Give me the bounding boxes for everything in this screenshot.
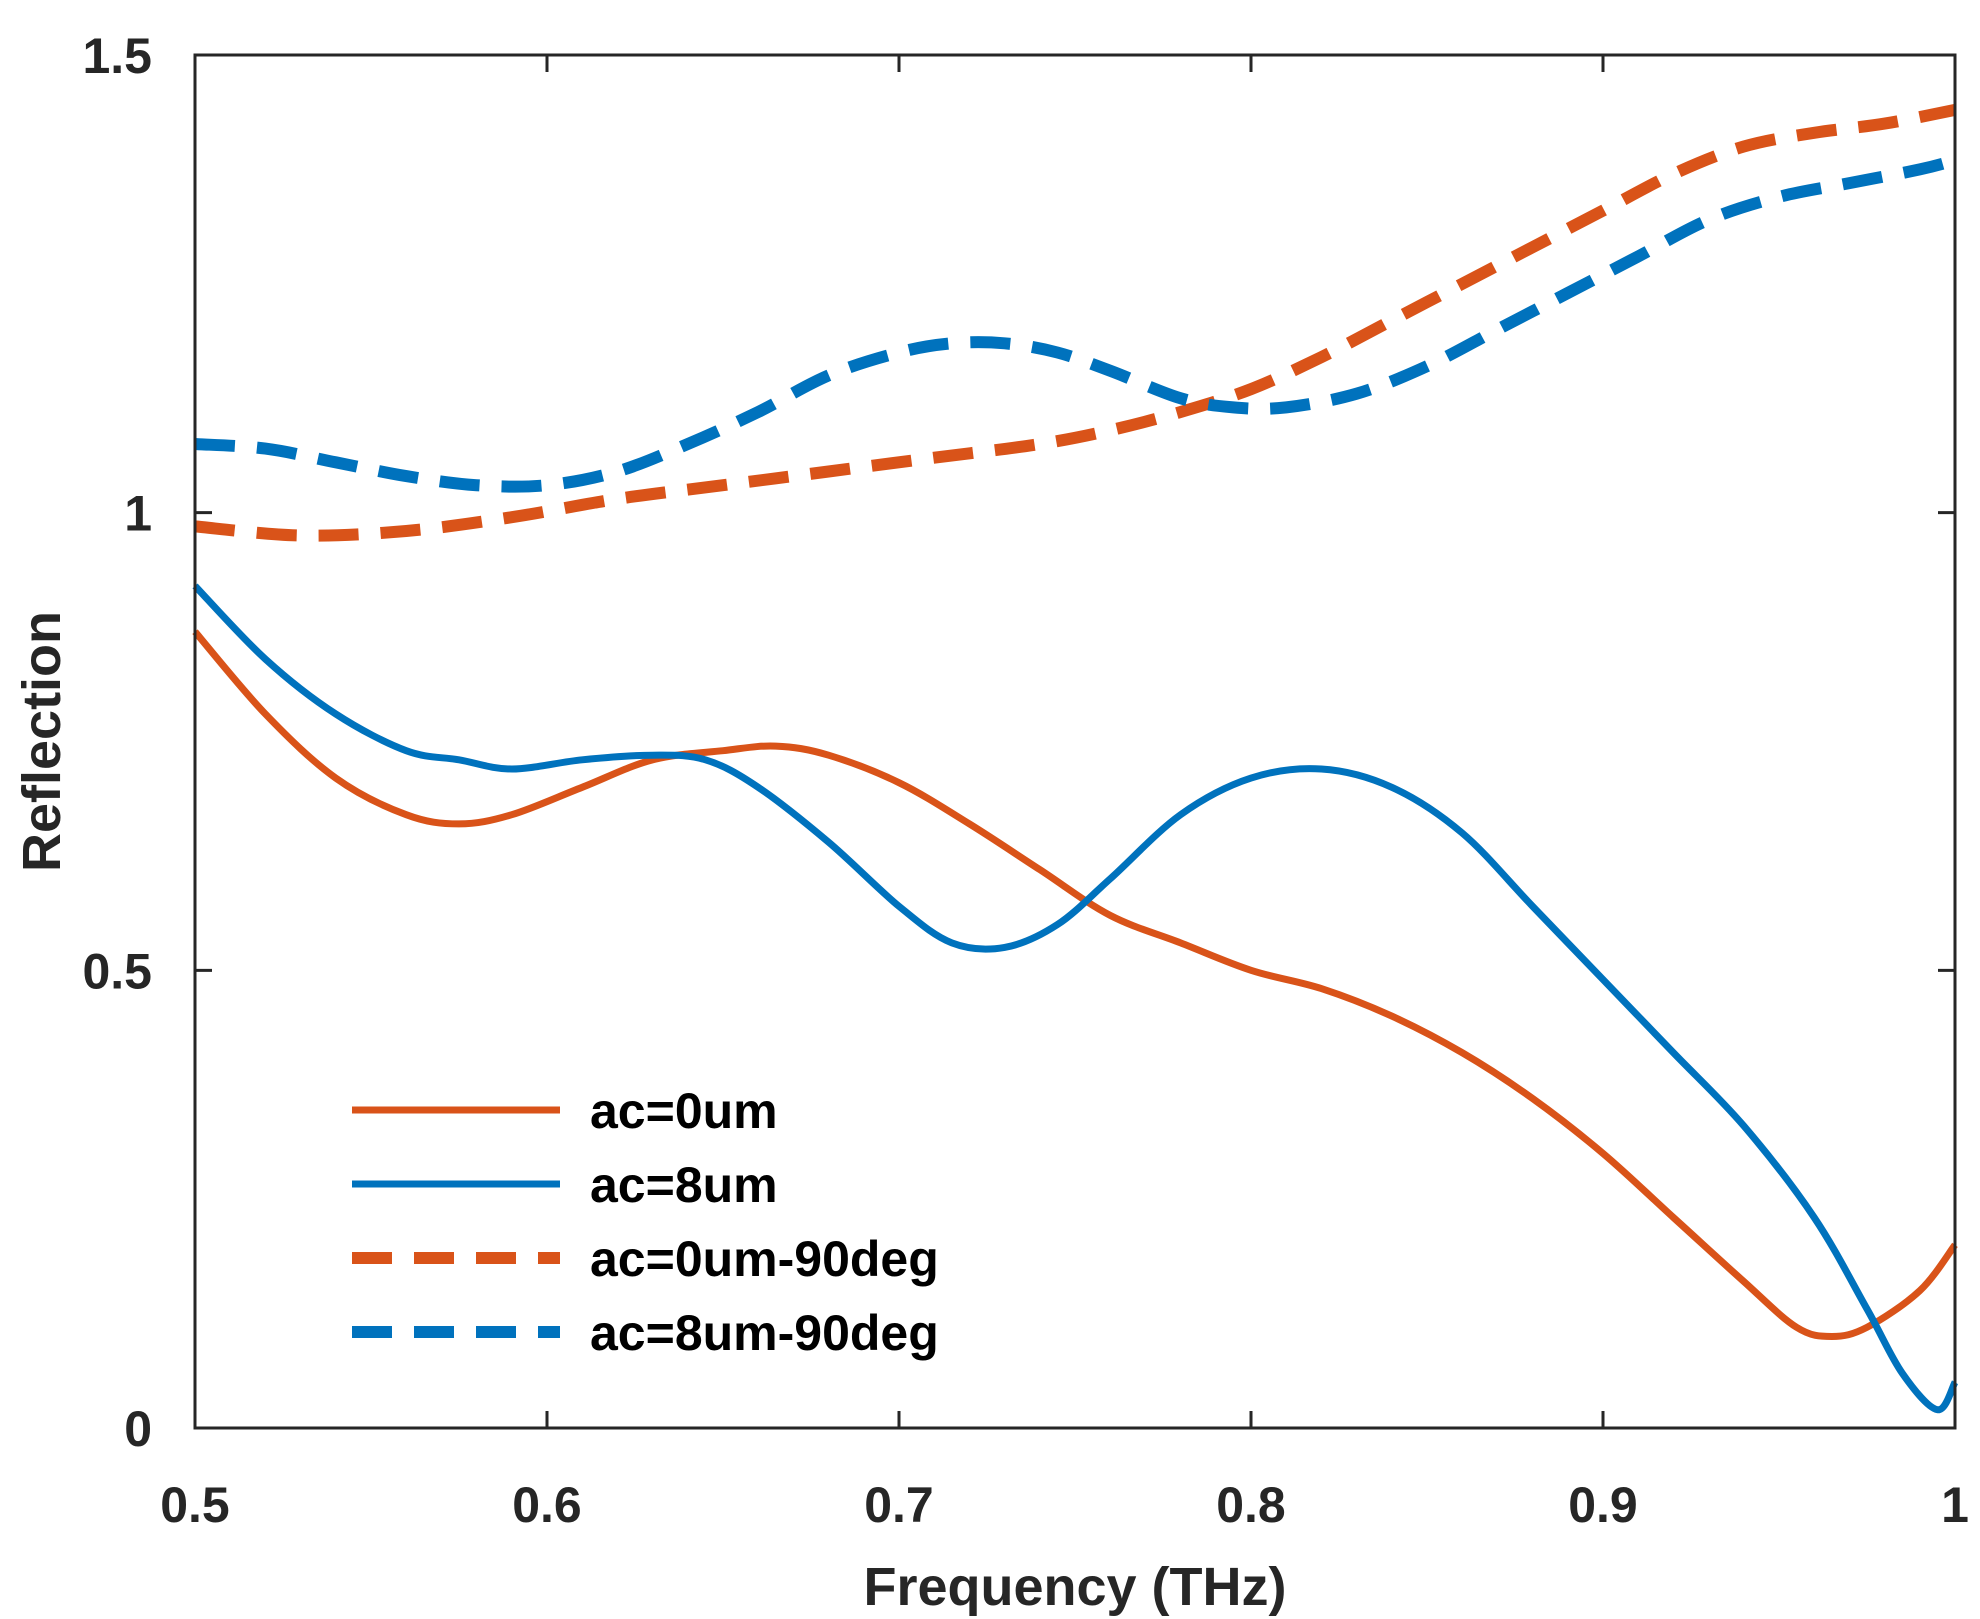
x-tick-label: 0.8 bbox=[1216, 1477, 1286, 1533]
plot-area-frame bbox=[193, 53, 1957, 1430]
x-tick-label: 0.6 bbox=[512, 1477, 582, 1533]
x-tick-label: 0.7 bbox=[864, 1477, 934, 1533]
y-tick-label: 0 bbox=[124, 1401, 152, 1457]
x-tick-label: 0.5 bbox=[160, 1477, 230, 1533]
series-line-2 bbox=[192, 583, 1959, 1414]
x-tick-label: 1 bbox=[1941, 1477, 1969, 1533]
legend-label-1: ac=0um bbox=[590, 1083, 778, 1139]
legend-label-4: ac=8um-90deg bbox=[590, 1305, 939, 1361]
x-tick-label: 0.9 bbox=[1568, 1477, 1638, 1533]
y-axis-label: Reflection bbox=[12, 611, 72, 872]
series-layer bbox=[192, 104, 1959, 1414]
axis-tick-labels: 0.5 0.6 0.7 0.8 0.9 100.511.5 bbox=[82, 28, 1968, 1533]
legend: ac=0um ac=8um ac=0um-90deg ac=8um-90deg bbox=[352, 1083, 939, 1361]
legend-label-2: ac=8um bbox=[590, 1157, 778, 1213]
legend-label-3: ac=0um-90deg bbox=[590, 1231, 939, 1287]
series-line-3 bbox=[194, 104, 1957, 542]
axis-ticks bbox=[193, 53, 1957, 1430]
series-line-1 bbox=[192, 629, 1958, 1340]
y-tick-label: 0.5 bbox=[82, 943, 152, 999]
y-tick-label: 1.5 bbox=[82, 28, 152, 84]
x-axis-label: Frequency (THz) bbox=[863, 1557, 1286, 1617]
y-tick-label: 1 bbox=[124, 486, 152, 542]
series-line-4 bbox=[194, 154, 1957, 493]
